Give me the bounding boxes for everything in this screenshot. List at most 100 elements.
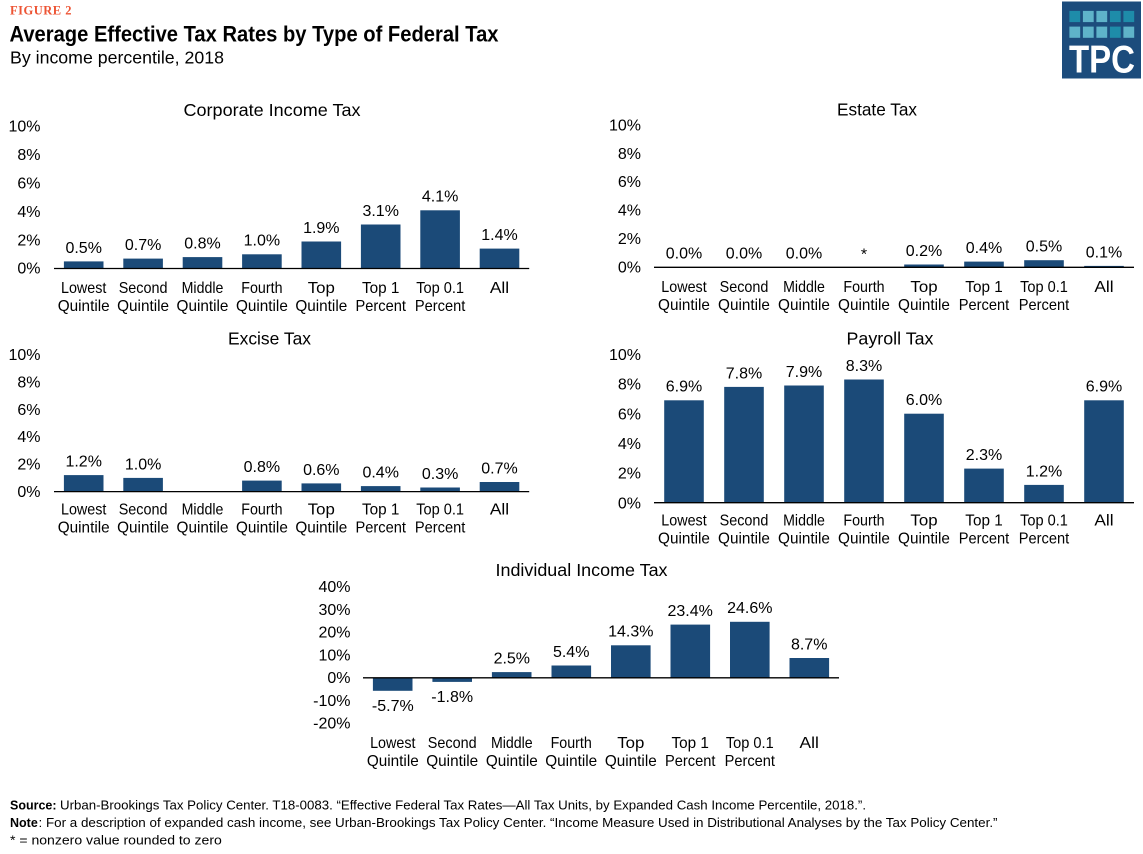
- svg-text:Lowest: Lowest: [61, 502, 107, 519]
- svg-text:-5.7%: -5.7%: [372, 698, 414, 715]
- svg-text:0%: 0%: [618, 260, 641, 277]
- svg-text:FIGURE 2: FIGURE 2: [10, 4, 72, 18]
- svg-text:All: All: [490, 280, 509, 297]
- svg-text:0.5%: 0.5%: [65, 240, 101, 257]
- svg-text:All: All: [1094, 279, 1113, 296]
- svg-text:Percent: Percent: [356, 298, 407, 315]
- svg-text:Quintile: Quintile: [426, 753, 478, 770]
- svg-text:5.4%: 5.4%: [553, 644, 589, 661]
- svg-text:Middle: Middle: [182, 280, 224, 297]
- svg-text:30%: 30%: [318, 602, 350, 619]
- svg-text:6.9%: 6.9%: [1086, 379, 1122, 396]
- svg-text:0%: 0%: [17, 484, 40, 501]
- svg-text:0%: 0%: [618, 495, 641, 512]
- svg-text:Quintile: Quintile: [778, 530, 830, 547]
- svg-text:Quintile: Quintile: [236, 298, 288, 315]
- svg-text:Quintile: Quintile: [778, 297, 830, 314]
- svg-text:Quintile: Quintile: [295, 520, 347, 537]
- svg-text:Top: Top: [308, 502, 335, 519]
- svg-text:6.9%: 6.9%: [666, 379, 702, 396]
- svg-text:Top: Top: [617, 735, 644, 752]
- svg-text:Excise Tax: Excise Tax: [228, 329, 311, 349]
- svg-text:*: *: [861, 247, 867, 264]
- svg-text:Lowest: Lowest: [661, 512, 707, 529]
- svg-text:Percent: Percent: [415, 298, 466, 315]
- svg-text:-20%: -20%: [313, 716, 350, 733]
- svg-text:Fourth: Fourth: [241, 280, 282, 297]
- svg-text:Quintile: Quintile: [486, 753, 538, 770]
- svg-text:Middle: Middle: [783, 512, 825, 529]
- svg-text:Second: Second: [428, 735, 477, 752]
- svg-text:Top 0.1: Top 0.1: [416, 502, 464, 519]
- svg-text:20%: 20%: [318, 625, 350, 642]
- svg-text:Top: Top: [910, 512, 937, 529]
- svg-text:Quintile: Quintile: [367, 753, 419, 770]
- svg-text:Second: Second: [119, 502, 168, 519]
- svg-text:Fourth: Fourth: [241, 502, 282, 519]
- svg-text:8%: 8%: [618, 377, 641, 394]
- svg-text:4.1%: 4.1%: [422, 189, 458, 206]
- svg-text:Urban-Brookings Tax Policy Cen: Urban-Brookings Tax Policy Center. T18-0…: [60, 799, 866, 813]
- svg-text:Top 1: Top 1: [362, 502, 399, 519]
- svg-text:8%: 8%: [17, 374, 40, 391]
- svg-text:Estate Tax: Estate Tax: [837, 100, 917, 120]
- svg-text:TPC: TPC: [1069, 38, 1135, 81]
- svg-text:Lowest: Lowest: [61, 280, 107, 297]
- svg-text:Top: Top: [910, 279, 937, 296]
- svg-text:4%: 4%: [17, 429, 40, 446]
- svg-text:All: All: [490, 502, 509, 519]
- svg-text:4%: 4%: [618, 203, 641, 220]
- svg-text:Middle: Middle: [783, 279, 825, 296]
- svg-text:Payroll Tax: Payroll Tax: [847, 329, 934, 349]
- svg-text:Quintile: Quintile: [58, 298, 110, 315]
- svg-text:Corporate Income Tax: Corporate Income Tax: [184, 100, 361, 120]
- svg-text:23.4%: 23.4%: [668, 603, 713, 620]
- svg-text:0.7%: 0.7%: [481, 460, 517, 477]
- svg-text:8%: 8%: [618, 146, 641, 163]
- svg-text:0.2%: 0.2%: [906, 243, 942, 260]
- svg-text:7.9%: 7.9%: [786, 364, 822, 381]
- svg-text:Top 1: Top 1: [965, 512, 1002, 529]
- svg-text:Quintile: Quintile: [58, 520, 110, 537]
- svg-text:0.8%: 0.8%: [184, 236, 220, 253]
- svg-text:Quintile: Quintile: [658, 297, 710, 314]
- svg-text:0.1%: 0.1%: [1086, 244, 1122, 261]
- svg-text:10%: 10%: [609, 347, 641, 364]
- svg-text:1.0%: 1.0%: [244, 233, 280, 250]
- svg-text:Lowest: Lowest: [370, 735, 416, 752]
- svg-text:Quintile: Quintile: [898, 530, 950, 547]
- svg-text:Percent: Percent: [959, 530, 1010, 547]
- svg-text:1.2%: 1.2%: [1026, 463, 1062, 480]
- svg-text:0.0%: 0.0%: [786, 246, 822, 263]
- svg-text:Top 1: Top 1: [672, 735, 709, 752]
- svg-text:1.9%: 1.9%: [303, 220, 339, 237]
- svg-text:Quintile: Quintile: [718, 530, 770, 547]
- svg-text:6%: 6%: [17, 402, 40, 419]
- svg-text:Top: Top: [308, 280, 335, 297]
- svg-text:Percent: Percent: [959, 297, 1010, 314]
- svg-text:Percent: Percent: [725, 753, 776, 770]
- svg-text:1.0%: 1.0%: [125, 456, 161, 473]
- svg-text:6%: 6%: [17, 175, 40, 192]
- svg-text:3.1%: 3.1%: [362, 203, 398, 220]
- svg-text:Top 0.1: Top 0.1: [1020, 279, 1068, 296]
- svg-text:-10%: -10%: [313, 693, 350, 710]
- svg-text:Fourth: Fourth: [843, 512, 884, 529]
- svg-text:10%: 10%: [8, 119, 40, 136]
- svg-text:4%: 4%: [618, 436, 641, 453]
- svg-text:0.4%: 0.4%: [362, 465, 398, 482]
- svg-text:Quintile: Quintile: [658, 530, 710, 547]
- svg-text:Note: Note: [10, 816, 38, 830]
- svg-text:24.6%: 24.6%: [727, 600, 772, 617]
- svg-text:10%: 10%: [609, 117, 641, 134]
- svg-text:Top 1: Top 1: [362, 280, 399, 297]
- svg-text:Percent: Percent: [665, 753, 716, 770]
- svg-text:Quintile: Quintile: [838, 530, 890, 547]
- svg-text:All: All: [1094, 512, 1113, 529]
- svg-text:* = nonzero value rounded to z: * = nonzero value rounded to zero: [10, 834, 222, 848]
- svg-text:8.7%: 8.7%: [791, 636, 827, 653]
- svg-text:Quintile: Quintile: [177, 520, 229, 537]
- svg-text:Second: Second: [720, 279, 769, 296]
- svg-text:Quintile: Quintile: [545, 753, 597, 770]
- svg-text:Average Effective Tax Rates by: Average Effective Tax Rates by Type of F…: [10, 21, 499, 46]
